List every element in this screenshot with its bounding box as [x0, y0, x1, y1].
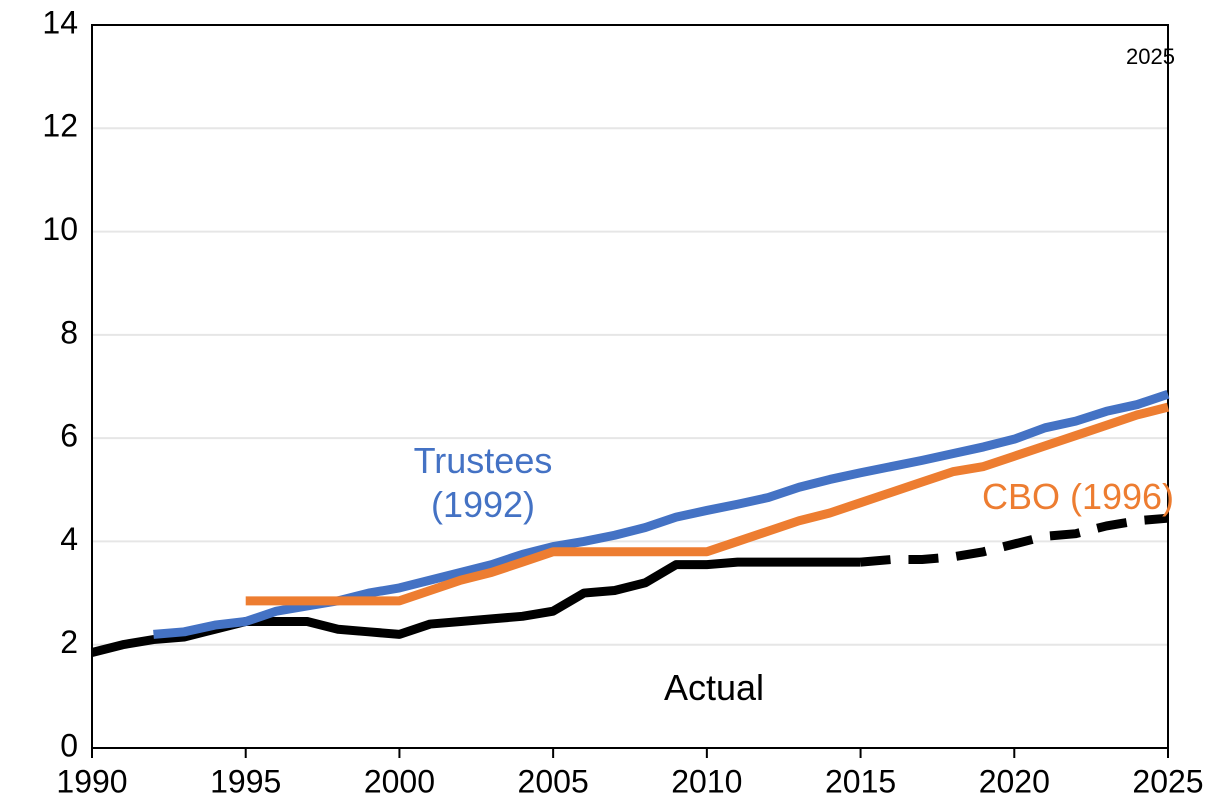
x-tick-label: 2015 [825, 763, 896, 799]
y-tick-label: 2 [60, 624, 78, 660]
x-tick-label: 2000 [364, 763, 435, 799]
x-tick-label: 2025 [1132, 763, 1203, 799]
series-line [860, 513, 1169, 567]
y-tick-label: 12 [42, 108, 78, 144]
y-tick-label: 14 [42, 4, 78, 40]
annotation: 2025 [1126, 44, 1175, 69]
series-label: Trustees (1992) [413, 440, 553, 525]
plot-frame [91, 24, 1169, 749]
series-label: CBO (1996) [981, 476, 1175, 517]
series-label: Actual [663, 667, 765, 708]
y-tick-label: 4 [60, 521, 78, 557]
x-tick-label: 2010 [671, 763, 742, 799]
y-tick-label: 0 [60, 727, 78, 763]
x-tick-label: 2005 [518, 763, 589, 799]
x-tick-label: 1995 [210, 763, 281, 799]
y-tick-label: 8 [60, 314, 78, 350]
series-line [245, 402, 1170, 606]
x-tick-label: 1990 [56, 763, 127, 799]
y-tick-label: 10 [42, 211, 78, 247]
x-tick-label: 2020 [979, 763, 1050, 799]
y-tick-label: 6 [60, 418, 78, 454]
